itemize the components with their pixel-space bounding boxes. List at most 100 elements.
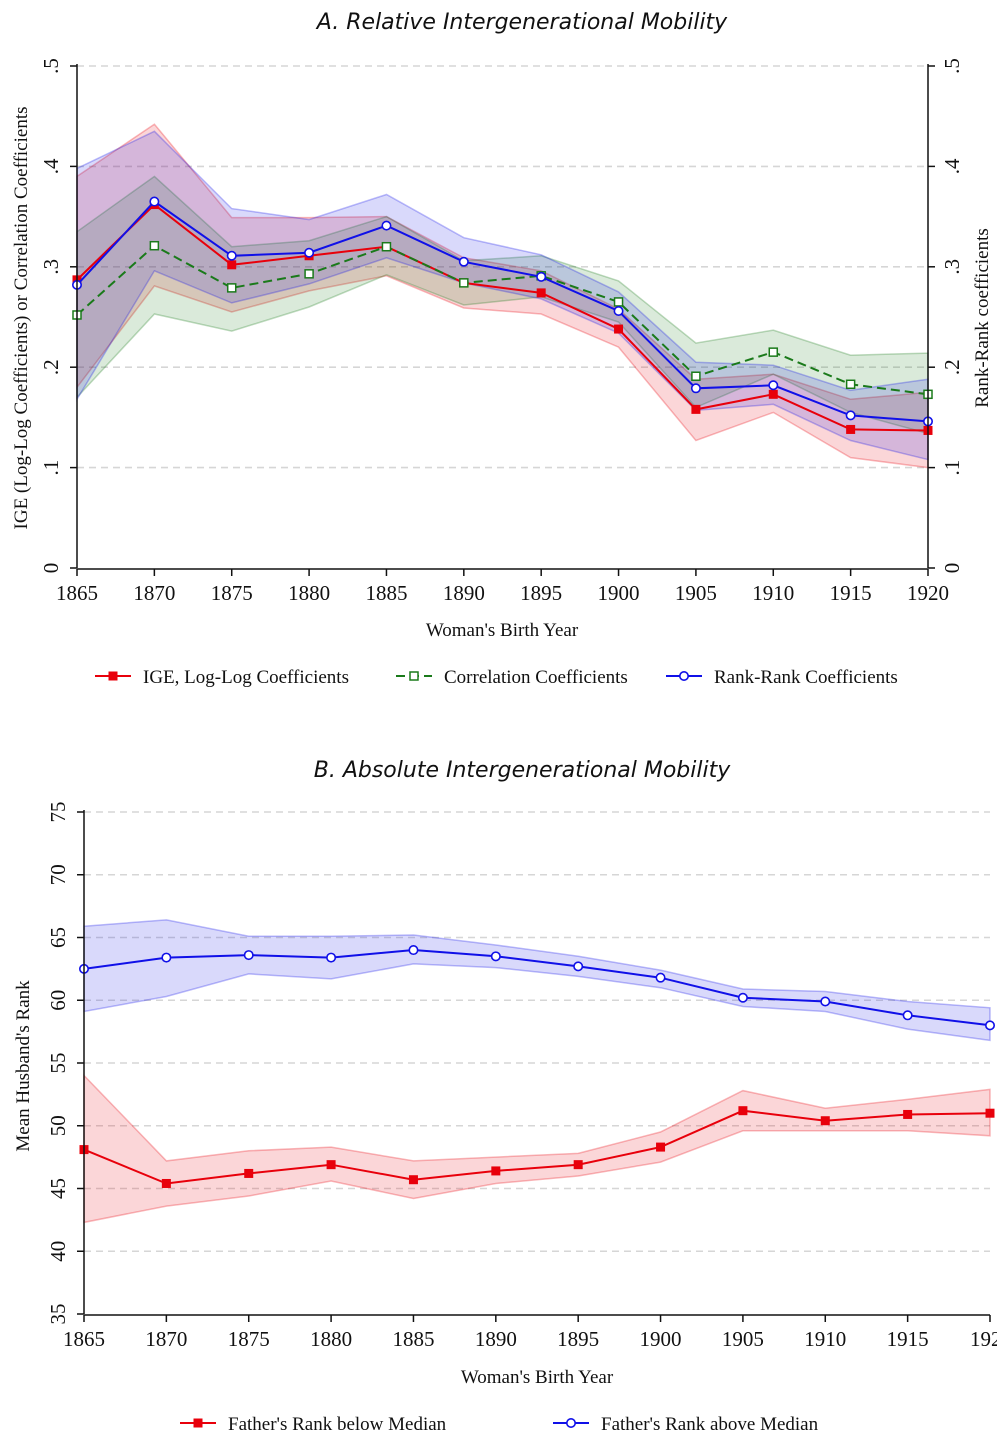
series-line-3 xyxy=(76,200,929,423)
panel-a-grid xyxy=(77,65,928,469)
panel-a-legend: IGE, Log-Log Coefficients Correlation Coe… xyxy=(95,667,898,688)
legend-label: Father's Rank below Median xyxy=(228,1414,447,1435)
series-line-2 xyxy=(83,948,991,1027)
data-point xyxy=(655,972,666,983)
data-point xyxy=(227,260,237,270)
x-tick-label: 1900 xyxy=(598,581,640,605)
data-point xyxy=(573,961,584,972)
data-point xyxy=(304,269,314,279)
data-point xyxy=(768,347,779,357)
data-point xyxy=(304,247,315,258)
data-point xyxy=(613,305,624,316)
data-point xyxy=(768,389,778,399)
panel-a-y-axis-label: IGE (Log-Log Coefficients) or Correlatio… xyxy=(11,107,32,530)
data-point xyxy=(737,992,748,1003)
x-tick-label: 1905 xyxy=(722,1327,764,1351)
series-line-1 xyxy=(76,203,929,432)
x-tick-label: 1895 xyxy=(520,581,562,605)
x-tick-label: 1920 xyxy=(907,581,949,605)
panel-b-legend: Father's Rank below Median Father's Rank … xyxy=(180,1414,819,1435)
data-point xyxy=(845,410,856,421)
y-tick-label: 50 xyxy=(46,1115,70,1136)
y-tick-label: 75 xyxy=(46,802,70,823)
right-y-tick-label: .1 xyxy=(940,460,964,476)
data-point xyxy=(149,240,160,251)
data-point xyxy=(902,1010,913,1021)
legend-marker xyxy=(409,671,419,681)
panel-a-x-axis-label: Woman's Birth Year xyxy=(426,620,579,641)
x-tick-label: 1910 xyxy=(804,1327,846,1351)
data-point xyxy=(614,324,624,334)
data-point xyxy=(690,383,701,394)
data-point xyxy=(903,1109,913,1119)
data-point xyxy=(161,952,172,963)
y-tick-label: .5 xyxy=(39,58,63,74)
x-tick-label: 1880 xyxy=(310,1327,352,1351)
data-point xyxy=(691,404,701,414)
confidence-band-1 xyxy=(83,1073,991,1224)
series-line-1 xyxy=(83,1109,991,1185)
data-point xyxy=(226,283,237,293)
panel-a-confidence-bands xyxy=(76,123,929,469)
x-tick-label: 1885 xyxy=(392,1327,434,1351)
data-point xyxy=(244,1168,254,1178)
x-tick-label: 1890 xyxy=(475,1327,517,1351)
panel-a-title: A. Relative Intergenerational Mobility xyxy=(315,10,728,35)
data-point xyxy=(161,1178,171,1188)
data-point xyxy=(491,1166,501,1176)
data-point xyxy=(536,288,546,298)
y-tick-label: 70 xyxy=(46,864,70,885)
data-point xyxy=(820,996,831,1007)
panel-b-grid xyxy=(84,811,990,1253)
confidence-band-2 xyxy=(83,919,991,1042)
data-point xyxy=(381,220,392,231)
legend-label: Rank-Rank Coefficients xyxy=(714,667,898,688)
x-tick-label: 1915 xyxy=(830,581,872,605)
y-tick-label: .2 xyxy=(39,359,63,375)
x-tick-label: 1905 xyxy=(675,581,717,605)
data-point xyxy=(846,424,856,434)
data-point xyxy=(490,951,501,962)
legend-marker xyxy=(678,670,689,681)
x-tick-label: 192 xyxy=(970,1327,997,1351)
y-tick-label: 35 xyxy=(46,1304,70,1325)
panel-a-right-y-axis-label: Rank-Rank coefficients xyxy=(972,228,993,408)
data-point xyxy=(691,371,701,381)
data-point xyxy=(738,1106,748,1116)
data-point xyxy=(408,1175,418,1185)
legend-label: Correlation Coefficients xyxy=(444,667,628,688)
right-y-tick-label: .2 xyxy=(940,359,964,375)
y-tick-label: 55 xyxy=(46,1053,70,1074)
data-point xyxy=(408,945,419,956)
x-tick-label: 1895 xyxy=(557,1327,599,1351)
data-point xyxy=(458,256,469,267)
x-tick-label: 1915 xyxy=(887,1327,929,1351)
legend-label: IGE, Log-Log Coefficients xyxy=(143,667,349,688)
data-point xyxy=(149,196,160,207)
x-tick-label: 1890 xyxy=(443,581,485,605)
data-point xyxy=(459,278,469,288)
right-y-tick-label: .4 xyxy=(940,158,964,174)
series-line-2 xyxy=(76,244,929,396)
x-tick-label: 1885 xyxy=(365,581,407,605)
legend-label: Father's Rank above Median xyxy=(601,1414,819,1435)
y-tick-label: .4 xyxy=(39,158,63,174)
data-point xyxy=(656,1142,666,1152)
data-point xyxy=(820,1116,830,1126)
data-point xyxy=(326,952,337,963)
y-tick-label: .3 xyxy=(39,259,63,275)
panel-b: B. Absolute Intergenerational Mobility 3… xyxy=(13,758,997,1435)
legend-marker xyxy=(565,1418,576,1429)
x-tick-label: 1880 xyxy=(288,581,330,605)
right-y-tick-label: .5 xyxy=(940,58,964,74)
panel-b-x-axis-label: Woman's Birth Year xyxy=(461,1367,614,1388)
x-tick-label: 1865 xyxy=(56,581,98,605)
y-tick-label: 45 xyxy=(46,1178,70,1199)
panel-a-axes: 0 0 .1 .1 .2 .2 .3 .3 .4 .4 .5 .5 1865 1870 1875 1880 18… xyxy=(39,58,964,605)
legend-marker xyxy=(193,1418,203,1428)
panel-b-axes: 35 40 45 50 55 60 65 70 75 1865 1870 1875 1880 1885 18… xyxy=(46,802,997,1352)
data-point xyxy=(226,250,237,261)
data-point xyxy=(243,950,254,961)
data-point xyxy=(984,1020,995,1031)
